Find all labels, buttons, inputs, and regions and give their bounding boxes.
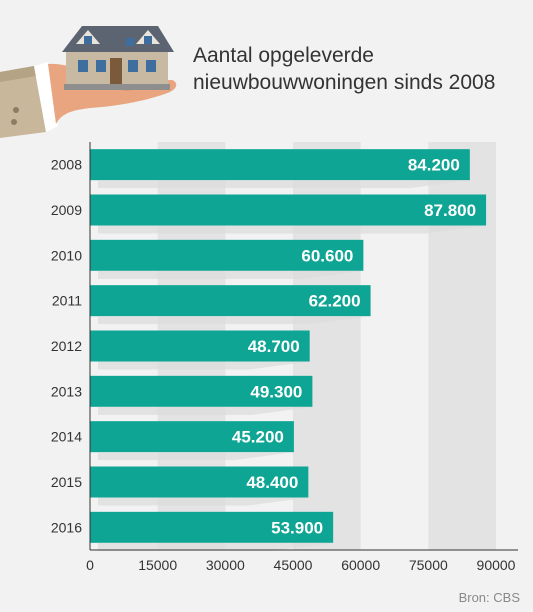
bar-value-label: 87.800 — [424, 201, 476, 220]
bar-2014 — [90, 421, 294, 453]
bar-shadow — [98, 542, 334, 551]
x-tick-label: 75000 — [409, 557, 448, 573]
category-label: 2014 — [51, 429, 82, 445]
bar-shadow — [98, 225, 487, 234]
bar-2016 — [90, 511, 334, 543]
bar-2010 — [90, 239, 364, 271]
bar-shadow — [98, 316, 371, 325]
x-tick-label: 45000 — [274, 557, 313, 573]
category-label: 2012 — [51, 338, 82, 354]
bar-value-label: 53.900 — [271, 518, 323, 537]
x-tick-label: 60000 — [341, 557, 380, 573]
category-label: 2010 — [51, 247, 82, 263]
bar-2008 — [90, 149, 470, 181]
bar-shadow — [98, 452, 294, 461]
x-tick-label: 30000 — [206, 557, 245, 573]
chart-title: Aantal opgeleverde nieuwbouwwoningen sin… — [193, 44, 496, 94]
bar-2009 — [90, 194, 487, 226]
bar-2012 — [90, 330, 310, 362]
x-tick-label: 15000 — [138, 557, 177, 573]
bar-2011 — [90, 285, 371, 317]
source-note: Bron: CBS — [458, 590, 520, 605]
bar-shadow — [98, 270, 364, 279]
bar-2013 — [90, 375, 313, 407]
bar-value-label: 48.700 — [248, 337, 300, 356]
bar-value-label: 49.300 — [250, 382, 302, 401]
hand-holding-house-icon — [0, 26, 177, 138]
bar-value-label: 60.600 — [301, 246, 353, 265]
bar-shadow — [98, 361, 310, 370]
category-label: 2008 — [51, 157, 82, 173]
category-label: 2015 — [51, 474, 82, 490]
bar-2015 — [90, 466, 309, 498]
category-label: 2013 — [51, 383, 82, 399]
category-label: 2009 — [51, 202, 82, 218]
bar-value-label: 84.200 — [408, 156, 460, 175]
header-illustration — [0, 26, 177, 138]
x-tick-label: 90000 — [477, 557, 516, 573]
x-tick-label: 0 — [86, 557, 94, 573]
bar-value-label: 45.200 — [232, 428, 284, 447]
category-label: 2011 — [52, 293, 82, 309]
bar-value-label: 62.200 — [309, 292, 361, 311]
bar-shadow — [98, 406, 313, 415]
bar-value-label: 48.400 — [246, 473, 298, 492]
category-label: 2016 — [51, 519, 82, 535]
bar-shadow — [98, 497, 309, 506]
bar-shadow — [98, 180, 470, 189]
